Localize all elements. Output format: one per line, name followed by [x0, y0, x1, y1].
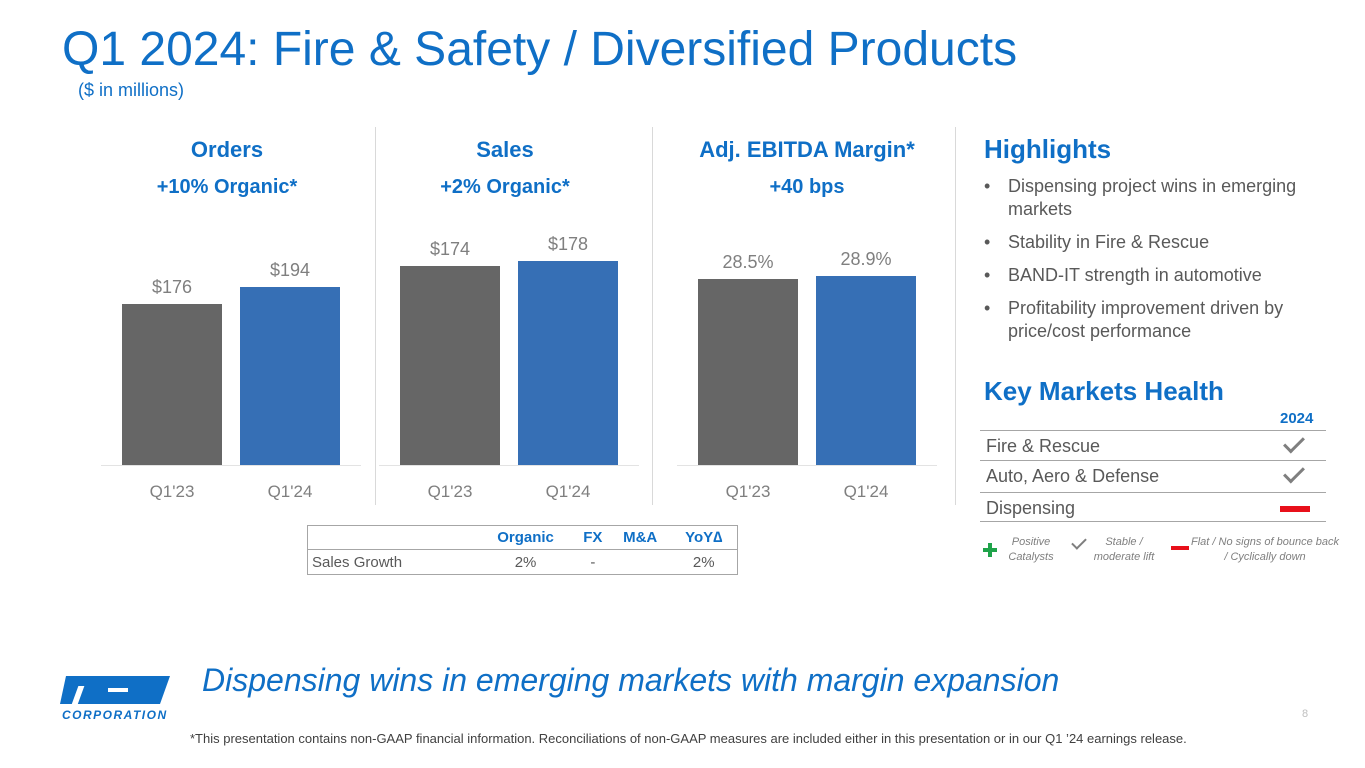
bar-Q1'24	[240, 287, 340, 465]
bar-Q1'23	[698, 278, 798, 465]
divider	[955, 127, 956, 505]
market-name: Dispensing	[986, 498, 1076, 518]
bar-Q1'23	[400, 265, 500, 465]
x-tick-label: Q1'23	[149, 482, 195, 501]
market-name: Auto, Aero & Defense	[986, 466, 1160, 486]
data-label: $194	[269, 260, 311, 281]
table-header: FX	[575, 525, 610, 550]
x-tick-label: Q1'23	[725, 482, 771, 501]
minus-icon	[1280, 506, 1310, 512]
x-tick-label: Q1'23	[427, 482, 473, 501]
data-label: $176	[151, 276, 193, 297]
data-label: 28.9%	[840, 249, 892, 270]
table-row: Sales Growth 2% - 2%	[308, 550, 738, 575]
highlights-list: Dispensing project wins in emerging mark…	[984, 175, 1354, 353]
logo-icon: CORPORATION	[60, 676, 170, 722]
idex-logo: CORPORATION	[60, 676, 172, 727]
table-cell: 2%	[692, 553, 715, 571]
legend-stable: Stable / moderate lift	[1093, 536, 1155, 563]
table-cell: 2%	[514, 553, 537, 571]
highlight-item: Profitability improvement driven by pric…	[984, 297, 1354, 343]
legend-flat: Flat / No signs of bounce back / Cyclica…	[1191, 536, 1339, 563]
check-icon	[1283, 431, 1305, 454]
market-name: Fire & Rescue	[986, 436, 1101, 456]
orders-chart: $176 Q1'23 $194 Q1'24	[101, 235, 361, 510]
check-icon	[1283, 461, 1305, 484]
market-row: Auto, Aero & Defense	[980, 460, 1326, 492]
key-markets-title: Key Markets Health	[984, 376, 1224, 406]
key-markets-year: 2024	[1280, 410, 1314, 427]
table-cell	[610, 550, 671, 575]
data-label: 28.5%	[722, 251, 774, 272]
divider	[652, 127, 653, 505]
data-label: $178	[547, 234, 589, 255]
data-label: $174	[429, 238, 471, 259]
ebitda-subtitle: +40 bps	[769, 176, 845, 198]
table-header: M&A	[609, 525, 671, 550]
table-header: Organic	[475, 525, 576, 550]
table-cell: -	[590, 553, 596, 571]
svg-text:CORPORATION: CORPORATION	[62, 708, 168, 722]
ebitda-chart: 28.5% Q1'23 28.9% Q1'24	[677, 235, 937, 510]
baseline	[101, 465, 361, 466]
x-tick-label: Q1'24	[843, 482, 889, 501]
page-number: 8	[1302, 708, 1309, 720]
market-row: Fire & Rescue	[980, 430, 1326, 460]
table-header	[307, 525, 476, 550]
table-cell: Sales Growth	[312, 553, 403, 571]
baseline	[379, 465, 639, 466]
highlight-item: Dispensing project wins in emerging mark…	[984, 175, 1354, 221]
slide-title: Q1 2024: Fire & Safety / Diversified Pro…	[62, 23, 1018, 76]
baseline	[677, 465, 937, 466]
ebitda-title: Adj. EBITDA Margin*	[699, 137, 915, 162]
legend-positive: Positive Catalysts	[1008, 536, 1054, 563]
divider	[375, 127, 376, 505]
sales-title: Sales	[476, 137, 534, 162]
plus-icon	[983, 543, 997, 557]
orders-subtitle: +10% Organic*	[156, 176, 298, 198]
bar-Q1'23	[122, 303, 222, 465]
x-tick-label: Q1'24	[267, 482, 313, 501]
market-row: Dispensing	[980, 492, 1326, 522]
sales-subtitle: +2% Organic*	[440, 176, 570, 198]
orders-title: Orders	[190, 137, 264, 162]
sales-chart: $174 Q1'23 $178 Q1'24	[379, 234, 639, 510]
units-subtitle: ($ in millions)	[78, 80, 185, 100]
bar-Q1'24	[816, 276, 916, 465]
minus-icon	[1171, 546, 1189, 550]
x-tick-label: Q1'24	[545, 482, 591, 501]
bar-Q1'24	[518, 261, 618, 465]
sales-growth-table: Organic FX M&A YoY∆ Sales Growth 2% - 2%	[307, 525, 738, 575]
footnote: *This presentation contains non-GAAP fin…	[190, 731, 1187, 746]
table-header: YoY∆	[670, 525, 738, 550]
highlights-title: Highlights	[984, 134, 1112, 164]
highlight-item: Stability in Fire & Rescue	[984, 231, 1354, 254]
tagline: Dispensing wins in emerging markets with…	[202, 662, 1060, 698]
highlight-item: BAND-IT strength in automotive	[984, 264, 1354, 287]
table-header-row: Organic FX M&A YoY∆	[307, 525, 738, 550]
